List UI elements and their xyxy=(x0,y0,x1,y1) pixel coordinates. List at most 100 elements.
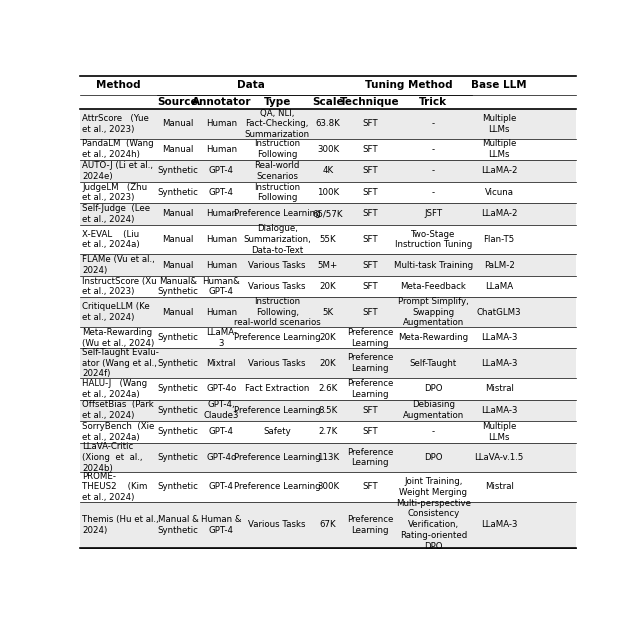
Text: Meta-Rewarding: Meta-Rewarding xyxy=(398,333,468,342)
Text: 300K: 300K xyxy=(317,482,339,492)
Text: SFT: SFT xyxy=(362,119,378,128)
Text: InstructScore (Xu
et al., 2023): InstructScore (Xu et al., 2023) xyxy=(82,277,157,296)
Text: SFT: SFT xyxy=(362,145,378,154)
Text: 63.8K: 63.8K xyxy=(316,119,340,128)
Text: SFT: SFT xyxy=(362,188,378,197)
Text: 4K: 4K xyxy=(323,166,333,175)
Text: Human: Human xyxy=(206,119,237,128)
Text: LLaMA-
3: LLaMA- 3 xyxy=(206,328,237,348)
Text: Preference
Learning: Preference Learning xyxy=(347,379,394,399)
Text: 20K: 20K xyxy=(320,359,336,368)
Text: GPT-4,
Claude3: GPT-4, Claude3 xyxy=(204,401,239,420)
Text: Mistral: Mistral xyxy=(484,482,513,492)
Text: 5K: 5K xyxy=(323,308,333,317)
Text: 300K: 300K xyxy=(317,145,339,154)
Text: Two-Stage
Instruction Tuning: Two-Stage Instruction Tuning xyxy=(395,229,472,249)
Text: 2.7K: 2.7K xyxy=(318,427,338,436)
Text: JudgeLM   (Zhu
et al., 2023): JudgeLM (Zhu et al., 2023) xyxy=(82,182,147,202)
Text: Synthetic: Synthetic xyxy=(157,359,198,368)
Text: Synthetic: Synthetic xyxy=(157,482,198,492)
Text: -: - xyxy=(432,166,435,175)
Text: Flan-T5: Flan-T5 xyxy=(483,235,515,244)
Text: 113K: 113K xyxy=(317,453,339,462)
Text: Synthetic: Synthetic xyxy=(157,384,198,393)
Text: Synthetic: Synthetic xyxy=(157,188,198,197)
Text: Preference
Learning: Preference Learning xyxy=(347,328,394,348)
Text: Meta-Rewarding
(Wu et al., 2024): Meta-Rewarding (Wu et al., 2024) xyxy=(82,328,154,348)
Text: Multiple
LLMs: Multiple LLMs xyxy=(482,422,516,441)
Text: Synthetic: Synthetic xyxy=(157,333,198,342)
Text: Multi-task Training: Multi-task Training xyxy=(394,260,473,270)
Text: 67K: 67K xyxy=(320,520,336,529)
Text: LLaVA-Critic
(Xiong  et  al.,
2024b): LLaVA-Critic (Xiong et al., 2024b) xyxy=(82,442,143,472)
Text: 100K: 100K xyxy=(317,188,339,197)
Text: Manual: Manual xyxy=(163,145,194,154)
Text: LLaVA-v.1.5: LLaVA-v.1.5 xyxy=(474,453,524,462)
Text: 20K: 20K xyxy=(320,282,336,291)
Text: -: - xyxy=(432,427,435,436)
Bar xyxy=(80,298,576,327)
Text: Trick: Trick xyxy=(419,97,447,107)
Text: 20K: 20K xyxy=(320,333,336,342)
Text: SFT: SFT xyxy=(362,166,378,175)
Text: GPT-4o: GPT-4o xyxy=(206,453,237,462)
Text: Manual: Manual xyxy=(163,235,194,244)
Text: Data: Data xyxy=(237,80,265,91)
Text: Prompt Simplify,
Swapping
Augmentation: Prompt Simplify, Swapping Augmentation xyxy=(398,297,468,327)
Bar xyxy=(80,502,576,547)
Text: PandaLM  (Wang
et al., 2024h): PandaLM (Wang et al., 2024h) xyxy=(82,140,154,159)
Text: CritiqueLLM (Ke
et al., 2024): CritiqueLLM (Ke et al., 2024) xyxy=(82,302,150,322)
Bar xyxy=(80,109,576,139)
Text: Human &
GPT-4: Human & GPT-4 xyxy=(201,515,242,534)
Text: Preference
Learning: Preference Learning xyxy=(347,353,394,373)
Text: Preference Learning: Preference Learning xyxy=(234,406,321,415)
Text: Mixtral: Mixtral xyxy=(207,359,236,368)
Text: LLaMA: LLaMA xyxy=(485,282,513,291)
Text: Preference
Learning: Preference Learning xyxy=(347,448,394,467)
Text: Technique: Technique xyxy=(340,97,400,107)
Text: Debiasing
Augmentation: Debiasing Augmentation xyxy=(403,401,464,420)
Text: FLAMe (Vu et al.,
2024): FLAMe (Vu et al., 2024) xyxy=(82,255,155,275)
Text: Human: Human xyxy=(206,308,237,317)
Text: LLaMA-2: LLaMA-2 xyxy=(481,166,517,175)
Bar xyxy=(80,254,576,276)
Text: Manual: Manual xyxy=(163,260,194,270)
Text: Manual: Manual xyxy=(163,308,194,317)
Text: 55K: 55K xyxy=(320,235,336,244)
Text: PaLM-2: PaLM-2 xyxy=(484,260,515,270)
Text: GPT-4o: GPT-4o xyxy=(206,384,237,393)
Text: QA, NLI,
Fact-Checking,
Summarization: QA, NLI, Fact-Checking, Summarization xyxy=(244,108,310,139)
Text: Multi-perspective
Consistency
Verification,
Rating-oriented
DPO: Multi-perspective Consistency Verificati… xyxy=(396,498,471,551)
Text: 2.6K: 2.6K xyxy=(318,384,338,393)
Text: Safety: Safety xyxy=(263,427,291,436)
Text: DPO: DPO xyxy=(424,384,443,393)
Text: Human&
GPT-4: Human& GPT-4 xyxy=(202,277,240,296)
Text: Fact Extraction: Fact Extraction xyxy=(245,384,309,393)
Text: Manual &
Synthetic: Manual & Synthetic xyxy=(157,515,198,534)
Text: Themis (Hu et al.,
2024): Themis (Hu et al., 2024) xyxy=(82,515,159,534)
Text: Multiple
LLMs: Multiple LLMs xyxy=(482,114,516,134)
Text: HALU-J   (Wang
et al., 2024a): HALU-J (Wang et al., 2024a) xyxy=(82,379,147,399)
Text: -: - xyxy=(432,119,435,128)
Text: Synthetic: Synthetic xyxy=(157,406,198,415)
Text: SFT: SFT xyxy=(362,235,378,244)
Text: SFT: SFT xyxy=(362,210,378,218)
Text: Self-Judge  (Lee
et al., 2024): Self-Judge (Lee et al., 2024) xyxy=(82,204,150,224)
Text: Various Tasks: Various Tasks xyxy=(248,520,306,529)
Text: GPT-4: GPT-4 xyxy=(209,188,234,197)
Text: JSFT: JSFT xyxy=(424,210,442,218)
Text: Manual: Manual xyxy=(163,119,194,128)
Text: Preference Learning: Preference Learning xyxy=(234,333,321,342)
Text: SFT: SFT xyxy=(362,308,378,317)
Text: Synthetic: Synthetic xyxy=(157,427,198,436)
Text: SFT: SFT xyxy=(362,427,378,436)
Text: Vicuna: Vicuna xyxy=(484,188,514,197)
Text: LLaMA-3: LLaMA-3 xyxy=(481,359,517,368)
Text: Meta-Feedback: Meta-Feedback xyxy=(401,282,467,291)
Text: Real-world
Scenarios: Real-world Scenarios xyxy=(255,161,300,181)
Text: Type: Type xyxy=(264,97,291,107)
Text: GPT-4: GPT-4 xyxy=(209,482,234,492)
Text: Instruction
Following,
real-world scenarios: Instruction Following, real-world scenar… xyxy=(234,297,321,327)
Text: Various Tasks: Various Tasks xyxy=(248,359,306,368)
Text: Self-Taught Evalu-
ator (Wang et al.,
2024f): Self-Taught Evalu- ator (Wang et al., 20… xyxy=(82,348,159,378)
